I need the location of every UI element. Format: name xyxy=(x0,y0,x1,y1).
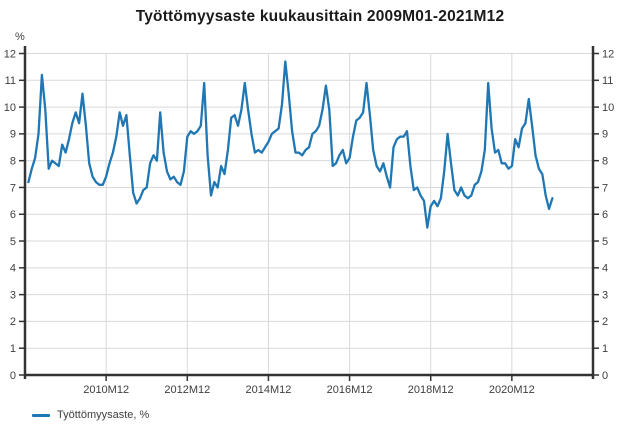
legend-label: Työttömyysaste, % xyxy=(57,409,150,421)
x-tick-label: 2018M12 xyxy=(408,384,454,396)
y-tick-label-left: 10 xyxy=(4,102,16,114)
x-tick-label: 2010M12 xyxy=(83,384,129,396)
y-tick-label-right: 8 xyxy=(602,155,608,167)
y-tick-label-left: 6 xyxy=(10,209,16,221)
y-tick-label-right: 5 xyxy=(602,236,608,248)
legend: Työttömyysaste, % xyxy=(32,409,149,421)
x-tick-label: 2020M12 xyxy=(489,384,535,396)
y-tick-label-right: 11 xyxy=(602,75,613,87)
y-tick-label-left: 9 xyxy=(10,129,16,141)
y-tick-label-left: 8 xyxy=(10,155,16,167)
y-tick-label-right: 0 xyxy=(602,370,608,382)
y-tick-label-left: 0 xyxy=(10,370,16,382)
y-tick-label-left: 11 xyxy=(5,75,16,87)
y-tick-label-right: 9 xyxy=(602,129,608,141)
y-tick-label-left: 5 xyxy=(10,236,16,248)
x-tick-label: 2012M12 xyxy=(164,384,210,396)
x-tick-label: 2014M12 xyxy=(245,384,291,396)
y-tick-label-left: 3 xyxy=(10,289,16,301)
y-tick-label-left: 12 xyxy=(4,48,16,60)
legend-line-swatch xyxy=(32,413,50,417)
line-series-tyottomyysaste xyxy=(27,60,554,229)
y-tick-label-left: 2 xyxy=(10,316,16,328)
y-tick-label-right: 12 xyxy=(602,48,614,60)
x-tick-label: 2016M12 xyxy=(327,384,373,396)
y-axis-unit-label: % xyxy=(15,31,25,43)
y-tick-label-right: 1 xyxy=(602,343,608,355)
chart-title: Työttömyysaste kuukausittain 2009M01-202… xyxy=(135,8,505,25)
y-tick-label-right: 7 xyxy=(602,182,608,194)
y-tick-label-right: 6 xyxy=(602,209,608,221)
y-tick-label-right: 10 xyxy=(602,102,614,114)
y-tick-label-left: 4 xyxy=(10,263,16,275)
y-tick-label-right: 2 xyxy=(602,316,608,328)
y-tick-label-left: 1 xyxy=(10,343,16,355)
y-tick-label-right: 4 xyxy=(602,263,608,275)
y-tick-label-left: 7 xyxy=(10,182,16,194)
y-tick-label-right: 3 xyxy=(602,289,608,301)
